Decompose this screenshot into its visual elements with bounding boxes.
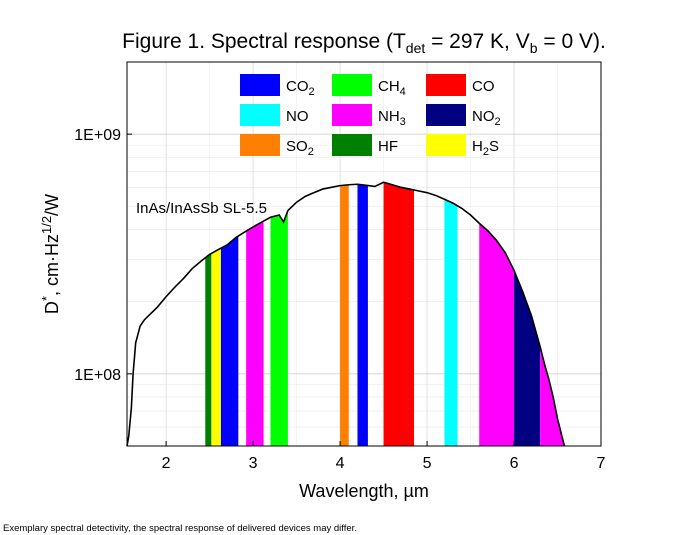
title-subscript-b: b [530,40,538,56]
band-co [220,182,239,446]
legend-label-no: NO [286,108,309,125]
x-tick-label: 6 [510,455,519,472]
band-co [383,182,415,446]
detectivity-curve [126,181,566,447]
ylabel-suffix: /W [42,194,62,216]
y-tick-label: 1E+09 [74,127,121,144]
material-annotation: InAs/InAsSb SL-5.5 [136,200,267,217]
legend-label-ch4: CH4 [378,78,406,98]
band-hs [211,182,221,446]
legend-swatch-nh3 [332,104,372,126]
legend-label-hf: HF [378,138,398,155]
legend-swatch-h2s [426,134,466,156]
legend-label-nh3: NH3 [378,108,406,128]
ylabel-middle: , cm·Hz [42,234,62,296]
x-axis-label: Wavelength, µm [299,481,429,501]
ylabel-sup-star: * [39,296,54,301]
spectral-response-chart: Figure 1. Spectral response (Tdet = 297 … [39,30,606,501]
y-axis-label: D*, cm·Hz1/2/W [39,194,62,314]
y-axis-ticks: 1E+08 1E+09 [74,127,132,384]
ylabel-base: D [42,301,62,314]
legend-label-co: CO [472,78,495,95]
legend-swatch-no [240,104,280,126]
title-suffix: = 0 V). [538,30,606,53]
x-tick-label: 2 [162,455,171,472]
band-nh [246,182,264,446]
footnote: Exemplary spectral detectivity, the spec… [3,523,357,534]
band-co [357,182,368,446]
legend-label-so2: SO2 [286,138,314,158]
x-tick-label: 3 [249,455,258,472]
legend: CO2 CH4 CO NO NH3 NO2 SO2 HF H2S [240,74,501,158]
title-subscript-det: det [406,40,426,56]
band-so [340,182,349,446]
band-ch [270,182,288,446]
band-no [514,182,541,446]
x-axis-ticks: 2 3 4 5 6 7 [162,441,606,472]
chart-title: Figure 1. Spectral response (Tdet = 297 … [122,30,606,56]
legend-swatch-ch4 [332,74,372,96]
title-prefix: Figure 1. Spectral response (T [122,30,406,53]
legend-label-co2: CO2 [286,78,315,98]
legend-swatch-co [426,74,466,96]
legend-swatch-no2 [426,104,466,126]
legend-label-h2s: H2S [472,138,499,158]
x-tick-label: 5 [423,455,432,472]
band-nh [540,182,565,446]
y-tick-label: 1E+08 [74,367,121,384]
legend-swatch-hf [332,134,372,156]
plot-frame [126,61,602,447]
legend-swatch-co2 [240,74,280,96]
legend-swatch-so2 [240,134,280,156]
x-tick-label: 4 [336,455,345,472]
title-middle: = 297 K, V [425,30,530,53]
x-tick-label: 7 [597,455,606,472]
legend-label-no2: NO2 [472,108,501,128]
ylabel-sup-half: 1/2 [39,216,54,234]
band-no [444,182,458,446]
band-hf [205,182,212,446]
